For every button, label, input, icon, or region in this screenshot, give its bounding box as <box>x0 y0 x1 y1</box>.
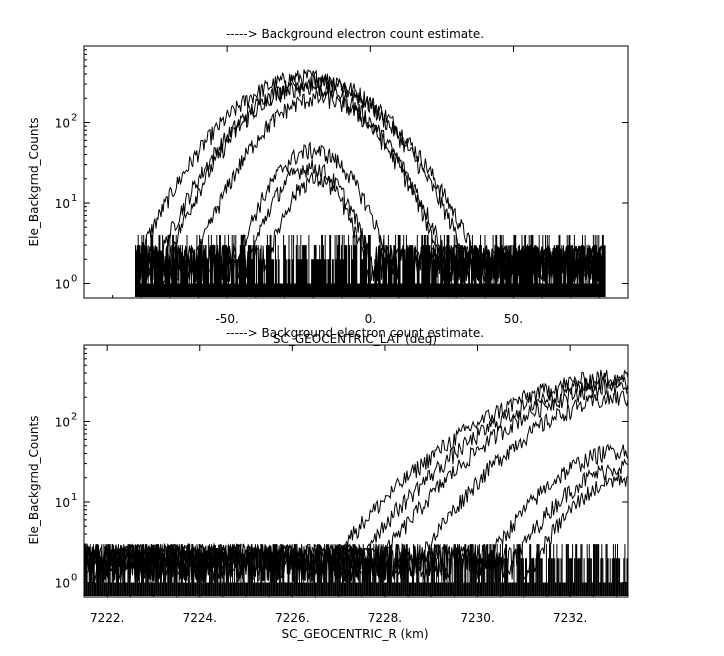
x-tick-label: -50. <box>215 312 238 326</box>
series-7-line <box>135 170 606 285</box>
y-tick-label-base: 10 <box>55 197 70 211</box>
y-tick-label-base: 10 <box>55 278 70 292</box>
series-7-line <box>83 471 629 584</box>
y-tick-label-exponent: 2 <box>71 411 77 422</box>
radius-panel-xlabel: SC_GEOCENTRIC_R (km) <box>282 627 429 641</box>
x-tick-label: 7222. <box>90 611 124 625</box>
latitude-panel: -----> Background electron count estimat… <box>27 27 629 346</box>
latitude-panel-ylabel: Ele_Backgrnd_Counts <box>27 118 41 247</box>
series-4-line <box>135 89 606 284</box>
radius-panel-data <box>83 369 629 596</box>
series-3-line <box>135 80 606 284</box>
radius-panel-title: -----> Background electron count estimat… <box>226 326 484 340</box>
y-tick-label-base: 10 <box>55 116 70 130</box>
y-tick-label-exponent: 1 <box>71 492 77 503</box>
radius-panel: -----> Background electron count estimat… <box>27 326 629 641</box>
radius-panel-ylabel: Ele_Backgrnd_Counts <box>27 416 41 545</box>
x-tick-label: 0. <box>365 312 376 326</box>
y-tick-label-exponent: 0 <box>71 573 77 584</box>
x-tick-label: 7224. <box>183 611 217 625</box>
latitude-panel-frame <box>83 45 629 299</box>
y-tick-label-base: 10 <box>55 577 70 591</box>
radius-panel-frame <box>83 344 629 598</box>
x-tick-label: 7230. <box>460 611 494 625</box>
x-tick-label: 7226. <box>275 611 309 625</box>
x-tick-label: 7232. <box>553 611 587 625</box>
x-tick-label: 50. <box>504 312 523 326</box>
y-tick-label-exponent: 2 <box>71 112 77 123</box>
y-tick-label-base: 10 <box>55 496 70 510</box>
latitude-panel-xlabel: SC_GEOCENTRIC_LAT (deg) <box>273 332 437 346</box>
x-tick-label: 7228. <box>368 611 402 625</box>
series-6-line <box>135 159 606 284</box>
y-tick-label-exponent: 0 <box>71 274 77 285</box>
latitude-panel-data <box>135 69 606 297</box>
y-tick-label-base: 10 <box>55 415 70 429</box>
y-tick-label-exponent: 1 <box>71 193 77 204</box>
latitude-panel-title: -----> Background electron count estimat… <box>226 27 484 41</box>
